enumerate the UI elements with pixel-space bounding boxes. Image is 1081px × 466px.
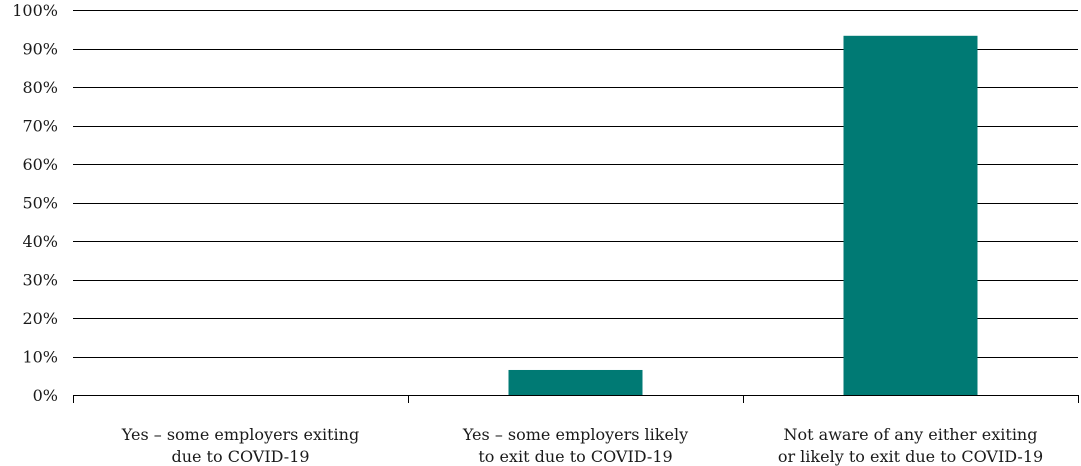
x-axis-category-labels: Yes – some employers exiting due to COVID… bbox=[121, 425, 1043, 466]
y-tick-label-80: 80% bbox=[22, 78, 58, 97]
y-tick-label-100: 100% bbox=[12, 1, 58, 20]
y-tick-label-90: 90% bbox=[22, 40, 58, 59]
x-category-label-3: Not aware of any either exiting or likely… bbox=[778, 425, 1043, 466]
y-tick-label-50: 50% bbox=[22, 194, 58, 213]
y-tick-label-0: 0% bbox=[33, 386, 58, 405]
x-category-label-2: Yes – some employers likely to exit due t… bbox=[462, 425, 688, 466]
bars bbox=[508, 35, 978, 396]
y-tick-label-20: 20% bbox=[22, 309, 58, 328]
y-tick-label-30: 30% bbox=[22, 271, 58, 290]
bar-3 bbox=[843, 35, 978, 396]
y-tick-label-10: 10% bbox=[22, 348, 58, 367]
y-axis-tick-labels: 0% 10% 20% 30% 40% 50% 60% 70% 80% 90% 100% bbox=[12, 1, 58, 405]
bar-2 bbox=[508, 369, 643, 395]
x-axis bbox=[73, 395, 1079, 403]
x-category-label-1: Yes – some employers exiting due to COVID… bbox=[121, 425, 359, 466]
y-tick-label-70: 70% bbox=[22, 117, 58, 136]
y-tick-label-60: 60% bbox=[22, 155, 58, 174]
y-tick-label-40: 40% bbox=[22, 232, 58, 251]
